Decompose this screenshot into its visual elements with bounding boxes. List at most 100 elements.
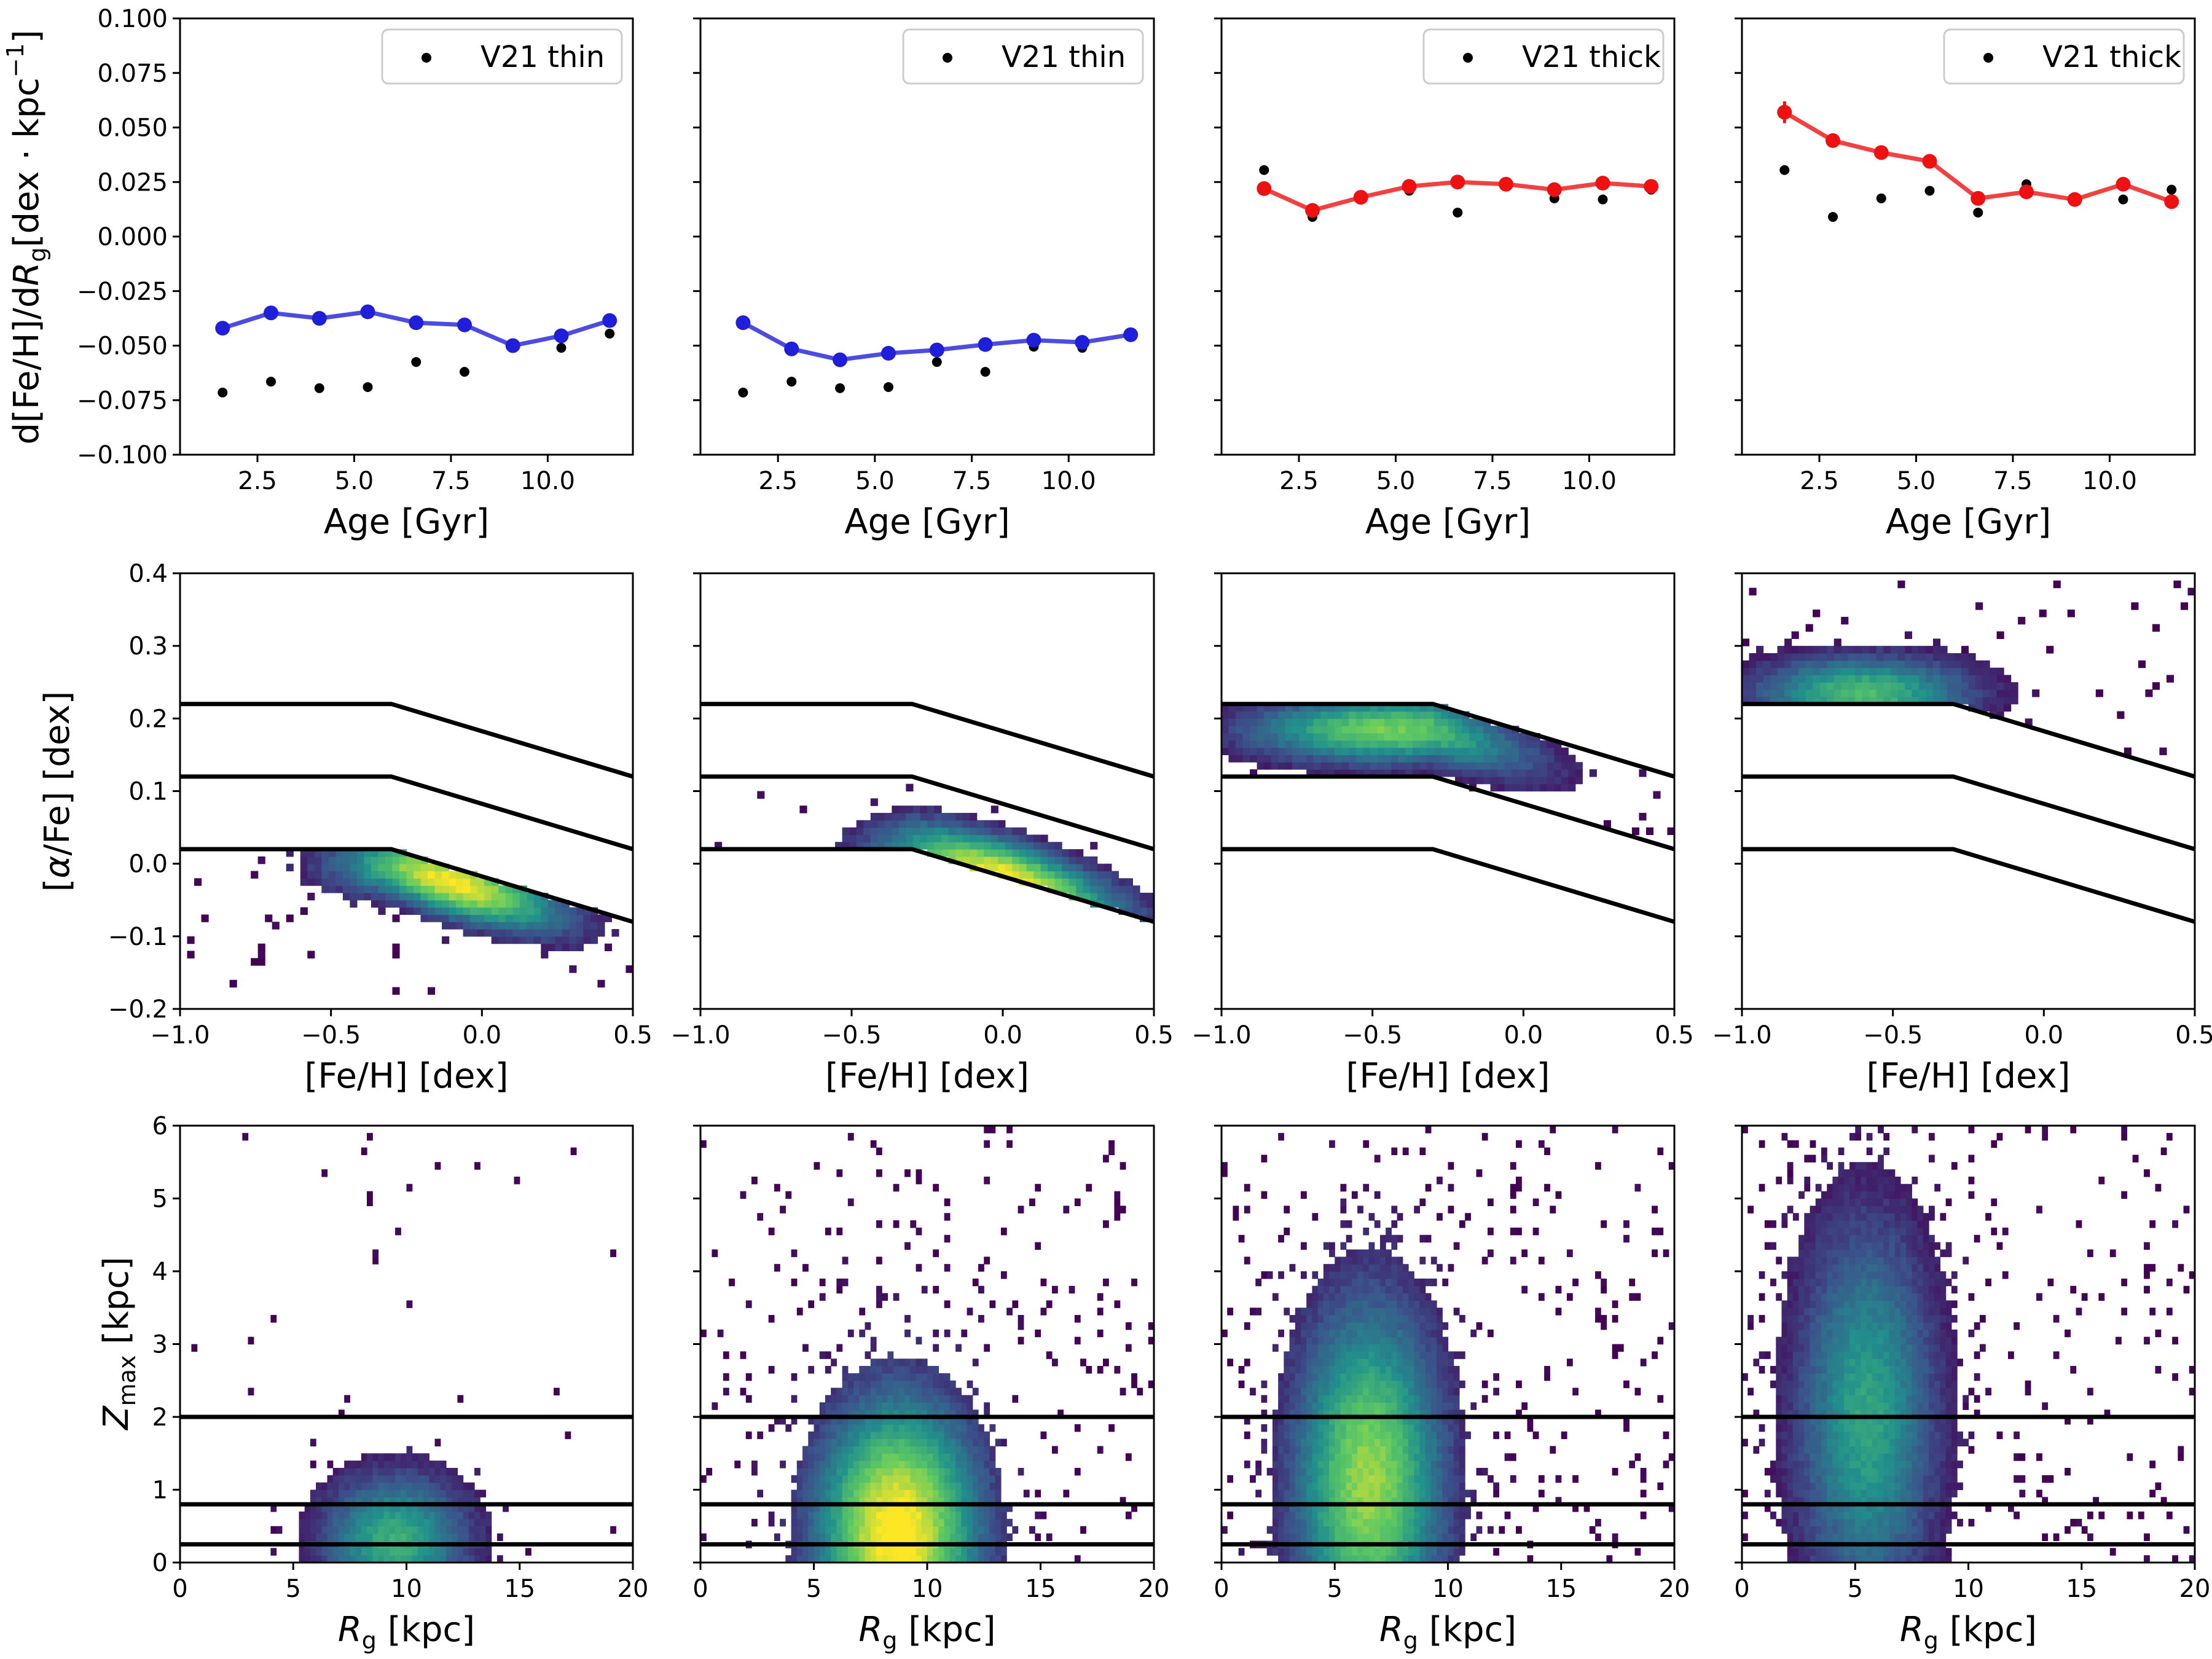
heatmap-cell bbox=[1848, 653, 1856, 661]
heatmap-cell bbox=[2004, 689, 2012, 697]
heatmap-cell bbox=[1102, 1155, 1109, 1163]
heatmap-cell bbox=[836, 1555, 843, 1563]
heatmap-cell bbox=[565, 1431, 571, 1440]
heatmap-cell bbox=[819, 1438, 826, 1446]
heatmap-cell bbox=[1074, 1555, 1081, 1563]
heatmap-cell bbox=[350, 878, 358, 886]
heatmap-cell bbox=[449, 914, 457, 922]
heatmap-cell bbox=[569, 943, 577, 952]
heatmap-cell bbox=[853, 1518, 860, 1527]
heatmap-cell bbox=[1289, 1417, 1296, 1425]
heatmap-cell bbox=[1497, 732, 1505, 741]
heatmap-cell bbox=[445, 1475, 452, 1483]
heatmap-cell bbox=[870, 1526, 877, 1534]
heatmap-cell bbox=[1379, 1234, 1386, 1243]
heatmap-cell bbox=[414, 900, 422, 908]
x-tick-label: 0.0 bbox=[1504, 1021, 1543, 1049]
heatmap-cell bbox=[1114, 1191, 1121, 1199]
heatmap-cell bbox=[498, 907, 506, 915]
heatmap-cell bbox=[882, 1402, 888, 1410]
heatmap-cell bbox=[876, 1293, 882, 1301]
heatmap-cell bbox=[1805, 682, 1813, 690]
heatmap-cell bbox=[1035, 1329, 1041, 1338]
heatmap-cell bbox=[1340, 1380, 1347, 1389]
heatmap-cell bbox=[933, 1380, 939, 1389]
gradient-point bbox=[2164, 194, 2179, 210]
heatmap-cell bbox=[955, 1548, 962, 1556]
heatmap-cell bbox=[904, 1380, 911, 1389]
heatmap-cell bbox=[1414, 1497, 1421, 1505]
legend-label: V21 thin bbox=[1002, 40, 1126, 74]
heatmap-cell bbox=[1462, 747, 1470, 756]
heatmap-cell bbox=[814, 1446, 820, 1454]
heatmap-cell bbox=[1544, 1183, 1550, 1192]
heatmap-cell bbox=[414, 878, 422, 886]
heatmap-cell bbox=[1781, 1329, 1788, 1338]
legend-label: V21 thin bbox=[480, 40, 605, 74]
heatmap-cell bbox=[1412, 747, 1421, 756]
heatmap-cell bbox=[961, 1417, 968, 1425]
heatmap-cell bbox=[1257, 732, 1265, 741]
heatmap-cell bbox=[984, 1504, 990, 1512]
heatmap-cell bbox=[1612, 1533, 1618, 1542]
heatmap-cell bbox=[1019, 871, 1027, 879]
heatmap-cell bbox=[955, 1461, 962, 1469]
heatmap-cell bbox=[859, 1329, 866, 1338]
heatmap-cell bbox=[796, 1489, 803, 1497]
heatmap-cell bbox=[887, 1410, 894, 1418]
heatmap-cell bbox=[1961, 682, 1969, 690]
heatmap-cell bbox=[1414, 1446, 1421, 1454]
heatmap-cell bbox=[1363, 1336, 1370, 1345]
heatmap-cell bbox=[420, 900, 428, 908]
heatmap-cell bbox=[934, 820, 942, 828]
heatmap-cell bbox=[1397, 1380, 1403, 1389]
y-tick-label: 0.4 bbox=[128, 560, 168, 588]
heatmap-cell bbox=[1391, 1518, 1398, 1527]
heatmap-cell bbox=[944, 1461, 951, 1469]
heatmap-cell bbox=[1227, 1308, 1234, 1316]
heatmap-cell bbox=[1261, 1271, 1268, 1279]
heatmap-cell bbox=[1374, 1329, 1381, 1338]
heatmap-cell bbox=[541, 907, 549, 915]
heatmap-cell bbox=[984, 834, 992, 842]
heatmap-cell bbox=[910, 1402, 917, 1410]
heatmap-cell bbox=[1777, 682, 1785, 690]
heatmap-cell bbox=[1437, 1410, 1443, 1418]
heatmap-cell bbox=[1329, 1482, 1335, 1491]
heatmap-cell bbox=[1278, 1467, 1284, 1476]
heatmap-cell bbox=[1437, 1518, 1443, 1527]
heatmap-cell bbox=[1266, 1526, 1273, 1534]
heatmap-cell bbox=[995, 1489, 1002, 1497]
heatmap-cell bbox=[1481, 1395, 1488, 1403]
heatmap-cell bbox=[1397, 1489, 1403, 1497]
heatmap-cell bbox=[1512, 783, 1520, 792]
heatmap-cell bbox=[1663, 1461, 1669, 1469]
heatmap-cell bbox=[367, 1489, 373, 1497]
heatmap-cell bbox=[1657, 1336, 1664, 1345]
heatmap-cell bbox=[1791, 660, 1799, 669]
heatmap-cell bbox=[378, 1555, 385, 1563]
selection-boundary bbox=[700, 774, 1155, 852]
heatmap-cell bbox=[995, 1475, 1002, 1483]
heatmap-cell bbox=[1813, 610, 1821, 618]
heatmap-cell bbox=[498, 914, 506, 922]
heatmap-cell bbox=[802, 1264, 809, 1272]
heatmap-cell bbox=[948, 834, 956, 842]
heatmap-cell bbox=[1414, 1548, 1421, 1556]
heatmap-cell bbox=[428, 914, 436, 922]
heatmap-cell bbox=[1320, 747, 1328, 756]
heatmap-cell bbox=[1756, 689, 1764, 697]
heatmap-cell bbox=[350, 863, 358, 872]
heatmap-cell bbox=[505, 914, 513, 922]
heatmap-cell bbox=[1384, 711, 1392, 719]
heatmap-cell bbox=[995, 1518, 1002, 1527]
heatmap-cell bbox=[1278, 1402, 1284, 1410]
heatmap-cell bbox=[1405, 732, 1413, 741]
heatmap-cell bbox=[1374, 1351, 1381, 1359]
heatmap-cell bbox=[1954, 682, 1962, 690]
heatmap-cell bbox=[898, 1446, 905, 1454]
heatmap-cell bbox=[1329, 1548, 1335, 1556]
heatmap-cell bbox=[1363, 1351, 1370, 1359]
heatmap-cell bbox=[970, 812, 978, 821]
heatmap-cell bbox=[1035, 1242, 1041, 1250]
